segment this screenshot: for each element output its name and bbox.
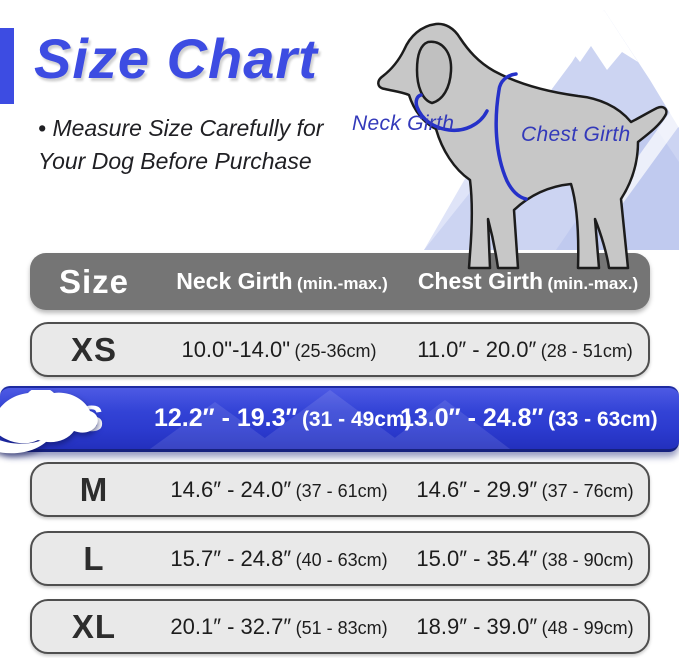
neck-cm-value: (51 - 83cm)	[295, 617, 388, 638]
neck-inches-value: 14.6″ - 24.0″	[170, 476, 292, 502]
chest-inches-value: 18.9″ - 39.0″	[416, 613, 538, 639]
size-cell: XL	[71, 607, 117, 645]
neck-girth-cell: 12.2″ - 19.3″ (31 - 49cm)	[154, 404, 412, 433]
dog-body	[377, 22, 668, 270]
chest-cm-value: (38 - 90cm)	[541, 549, 634, 570]
table-row-l: L 15.7″ - 24.8″ (40 - 63cm) 15.0″ - 35.4…	[30, 531, 650, 586]
neck-girth-line	[414, 93, 489, 133]
neck-inches-value: 15.7″ - 24.8″	[170, 545, 292, 571]
measure-note: • Measure Size Carefully for Your Dog Be…	[38, 115, 324, 174]
neck-girth-cell: 10.0"-14.0" (25-36cm)	[156, 337, 402, 363]
neck-inches-value: 20.1″ - 32.7″	[170, 613, 292, 639]
page-title: Size Chart	[34, 27, 318, 90]
chest-girth-cell: 14.6″ - 29.9″ (37 - 76cm)	[402, 477, 648, 503]
chest-inches-value: 15.0″ - 35.4″	[416, 545, 538, 571]
chest-inches-value: 13.0″ - 24.8″	[400, 404, 544, 432]
highlighted-row-content: S 12.2″ - 19.3″ (31 - 49cm) 13.0″ - 24.8…	[30, 388, 657, 449]
dog-silhouette-icon	[377, 22, 668, 270]
column-header-chest: Chest Girth (min.-max.)	[406, 268, 650, 295]
table-row-m: M 14.6″ - 24.0″ (37 - 61cm) 14.6″ - 29.9…	[30, 462, 650, 517]
dog-ear	[415, 40, 453, 105]
size-cell: XS	[70, 330, 118, 368]
column-header-neck: Neck Girth (min.-max.)	[158, 268, 406, 295]
table-row-xl: XL 20.1″ - 32.7″ (51 - 83cm) 18.9″ - 39.…	[30, 599, 650, 654]
size-cell: M	[79, 470, 109, 508]
dog-head-icon	[0, 390, 98, 454]
chest-girth-label: Chest Girth	[521, 123, 631, 146]
column-header-chest-label: Chest Girth	[417, 268, 544, 294]
column-header-size: Size	[58, 262, 130, 300]
neck-inches-value: 10.0"-14.0"	[181, 336, 291, 362]
chest-cm-value: (48 - 99cm)	[541, 617, 634, 638]
column-header-chest-range: (min.-max.)	[547, 274, 639, 293]
chest-inches-value: 14.6″ - 29.9″	[416, 476, 538, 502]
title-accent-bar	[0, 28, 14, 104]
table-row-s-highlighted: S 12.2″ - 19.3″ (31 - 49cm) 13.0″ - 24.8…	[0, 386, 679, 454]
chest-girth-cell: 15.0″ - 35.4″ (38 - 90cm)	[402, 546, 648, 572]
dog-illustration	[366, 14, 673, 285]
table-row-xs: XS 10.0"-14.0" (25-36cm) 11.0″ - 20.0″ (…	[30, 322, 650, 377]
chest-cm-value: (28 - 51cm)	[540, 340, 633, 361]
chest-girth-line	[494, 72, 528, 201]
chest-inches-value: 11.0″ - 20.0″	[417, 336, 537, 362]
neck-cm-value: (37 - 61cm)	[295, 480, 388, 501]
column-header-neck-label: Neck Girth	[176, 268, 293, 294]
neck-girth-cell: 15.7″ - 24.8″ (40 - 63cm)	[156, 546, 402, 572]
chest-cm-value: (37 - 76cm)	[541, 480, 634, 501]
mountain-snow-cap	[572, 10, 638, 70]
neck-girth-cell: 20.1″ - 32.7″ (51 - 83cm)	[156, 614, 402, 640]
neck-cm-value: (31 - 49cm)	[301, 408, 412, 431]
neck-girth-cell: 14.6″ - 24.0″ (37 - 61cm)	[156, 477, 402, 503]
neck-cm-value: (40 - 63cm)	[295, 549, 388, 570]
neck-cm-value: (25-36cm)	[294, 340, 377, 361]
chest-girth-cell: 18.9″ - 39.0″ (48 - 99cm)	[402, 614, 648, 640]
neck-inches-value: 12.2″ - 19.3″	[154, 404, 298, 432]
table-header-row: Size Neck Girth (min.-max.) Chest Girth …	[30, 253, 650, 310]
column-header-neck-range: (min.-max.)	[297, 274, 388, 293]
chest-girth-cell: 13.0″ - 24.8″ (33 - 63cm)	[400, 404, 658, 433]
chest-girth-cell: 11.0″ - 20.0″ (28 - 51cm)	[402, 337, 648, 363]
neck-girth-label: Neck Girth	[352, 112, 455, 135]
size-cell: L	[83, 539, 105, 577]
row-mountain-watermark	[150, 390, 510, 449]
chest-cm-value: (33 - 63cm)	[547, 408, 658, 431]
